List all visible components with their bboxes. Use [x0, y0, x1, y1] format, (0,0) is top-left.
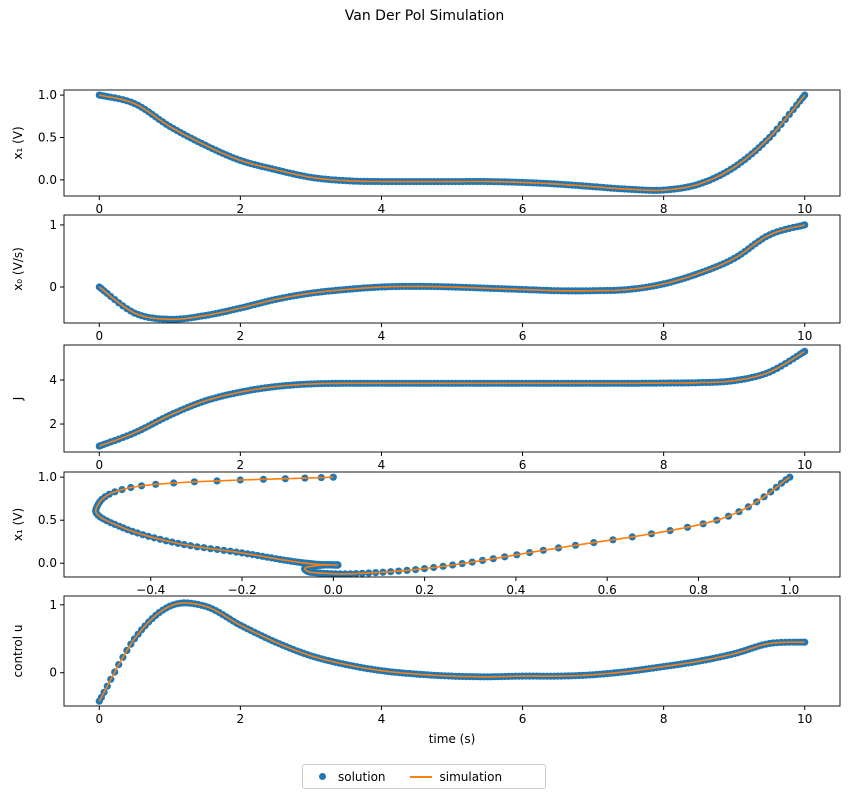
- simulation-line: [94, 476, 791, 575]
- legend-label-simulation: simulation: [439, 769, 503, 784]
- x-tick-label: 0.2: [415, 583, 434, 597]
- x-tick-label: 6: [519, 202, 527, 216]
- y-axis-label: x₀ (V/s): [11, 247, 25, 291]
- axes-frame: [63, 89, 841, 197]
- x-tick-label: −0.4: [136, 583, 165, 597]
- subplot-4: −0.4 −0.2 0.0 0.2 0.4 0.6 0.8 1.0 0.0 0.5 1.0 x₁ (V…: [11, 470, 841, 597]
- subplot-5: 0 2 4 6 8 10 0 1 control u time (s): [11, 595, 841, 746]
- y-tick-label: 2: [49, 417, 57, 431]
- legend-label-solution: solution: [338, 769, 386, 784]
- x-tick-label: 2: [237, 202, 245, 216]
- x-tick-label: 6: [519, 712, 527, 726]
- simulation-line: [99, 94, 806, 192]
- x-tick-label: 0.4: [506, 583, 525, 597]
- subplot-2: 0 2 4 6 8 10 0 1 x₀ (V/s): [11, 214, 841, 343]
- legend: solution simulation: [302, 764, 546, 789]
- solution-point: [801, 638, 809, 646]
- x-axis-label: time (s): [429, 732, 476, 746]
- solution-markers: [95, 599, 809, 705]
- x-tick-label: 10: [797, 329, 812, 343]
- y-tick-label: 1.0: [38, 88, 57, 102]
- x-tick-label: 8: [660, 458, 668, 472]
- solution-point: [801, 221, 809, 229]
- legend-marker-solution: [319, 773, 326, 780]
- x-tick-label: 4: [378, 458, 386, 472]
- x-tick-label: 0.8: [689, 583, 708, 597]
- x-tick-label: 0: [95, 329, 103, 343]
- y-tick-label: 0: [49, 666, 57, 680]
- x-tick-label: 6: [519, 329, 527, 343]
- x-tick-label: 0: [95, 202, 103, 216]
- x-tick-label: 10: [797, 458, 812, 472]
- simulation-line: [99, 350, 806, 447]
- x-tick-label: 0: [95, 458, 103, 472]
- y-tick-label: 1: [49, 598, 57, 612]
- x-tick-label: 1.0: [780, 583, 799, 597]
- y-tick-label: 1: [49, 218, 57, 232]
- y-tick-label: 0.5: [38, 130, 57, 144]
- y-axis-label: control u: [11, 624, 25, 677]
- solution-markers: [92, 473, 794, 578]
- axes-frame: [63, 471, 841, 578]
- figure-title: Van Der Pol Simulation: [344, 8, 505, 24]
- solution-markers: [95, 347, 809, 450]
- axes-frame: [63, 344, 841, 453]
- x-tick-label: 6: [519, 458, 527, 472]
- x-tick-label: 2: [237, 712, 245, 726]
- axes-frame: [63, 214, 841, 324]
- x-tick-label: 8: [660, 202, 668, 216]
- x-tick-label: 10: [797, 712, 812, 726]
- x-tick-label: 4: [378, 712, 386, 726]
- y-tick-label: 4: [49, 373, 57, 387]
- y-tick-label: 0.0: [38, 556, 57, 570]
- y-tick-label: 0.5: [38, 513, 57, 527]
- x-tick-label: 2: [237, 329, 245, 343]
- legend-line-simulation: [409, 775, 432, 778]
- simulation-line: [98, 602, 805, 702]
- x-tick-label: 0: [95, 712, 103, 726]
- x-tick-label: 8: [660, 712, 668, 726]
- y-axis-label: J: [11, 397, 25, 402]
- y-tick-label: 0: [49, 280, 57, 294]
- simulation-line: [98, 224, 805, 321]
- x-tick-label: 4: [378, 202, 386, 216]
- solution-markers: [95, 91, 809, 194]
- x-tick-label: 4: [378, 329, 386, 343]
- x-tick-label: 0.6: [598, 583, 617, 597]
- subplot-1: 0 2 4 6 8 10 0.0 0.5 1.0 x₁ (V): [11, 88, 841, 216]
- x-tick-label: 8: [660, 329, 668, 343]
- x-tick-label: 0.0: [324, 583, 343, 597]
- solution-point: [801, 347, 809, 355]
- axes-frame: [63, 595, 841, 707]
- legend-item-solution: solution: [313, 770, 386, 784]
- y-axis-label: x₁ (V): [11, 508, 25, 541]
- x-tick-label: 2: [237, 458, 245, 472]
- y-tick-label: 0.0: [38, 173, 57, 187]
- x-tick-label: −0.2: [227, 583, 256, 597]
- x-tick-label: 10: [797, 202, 812, 216]
- legend-item-simulation: simulation: [409, 769, 503, 784]
- y-tick-label: 1.0: [38, 470, 57, 484]
- y-axis-label: x₁ (V): [11, 126, 25, 159]
- subplot-3: 0 2 4 6 8 10 2 4 J: [11, 344, 841, 472]
